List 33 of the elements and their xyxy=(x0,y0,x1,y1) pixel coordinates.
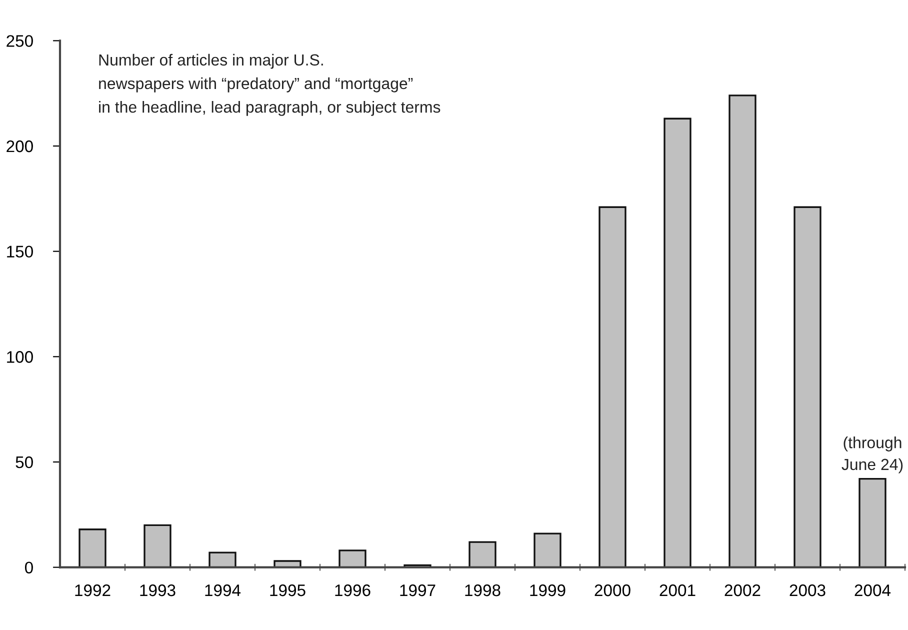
x-tick-label: 1998 xyxy=(465,584,500,596)
bar xyxy=(598,206,626,568)
bar xyxy=(728,94,756,568)
x-tick-label: 1992 xyxy=(75,584,110,596)
bar xyxy=(468,541,496,568)
bar xyxy=(858,478,886,568)
bar xyxy=(794,206,822,568)
y-tick-label: 50 xyxy=(16,456,33,468)
x-tick-label: 1999 xyxy=(530,584,566,596)
x-tick-label: 2003 xyxy=(790,584,826,596)
y-tick-label: 150 xyxy=(7,246,33,258)
y-tick-label: 0 xyxy=(24,562,33,574)
annotation: (through June 24) xyxy=(842,436,903,474)
x-tick-label: 1995 xyxy=(270,584,306,596)
x-tick-label: 1996 xyxy=(335,584,370,596)
bar xyxy=(208,552,236,568)
bar xyxy=(78,528,106,568)
x-tick-label: 1994 xyxy=(205,584,241,596)
bar xyxy=(144,524,172,568)
y-tick-label: 250 xyxy=(6,35,33,47)
bar xyxy=(534,532,562,568)
x-tick-label: 1993 xyxy=(140,584,176,596)
x-tick-label: 2001 xyxy=(660,584,696,596)
y-tick-label: 100 xyxy=(7,351,33,363)
x-tick-label: 2004 xyxy=(854,584,891,596)
bar xyxy=(664,118,692,568)
bar xyxy=(338,550,366,568)
x-tick-label: 2000 xyxy=(594,584,630,596)
x-tick-label: 1997 xyxy=(400,584,436,596)
bar xyxy=(274,560,302,568)
x-tick-label: 2002 xyxy=(724,584,760,596)
y-tick-label: 200 xyxy=(6,140,33,152)
text: Number of articles in major U.S. newspapers with “predatory” and “mortgage” in the headline, lead paragraph, or subject terms xyxy=(99,54,440,116)
